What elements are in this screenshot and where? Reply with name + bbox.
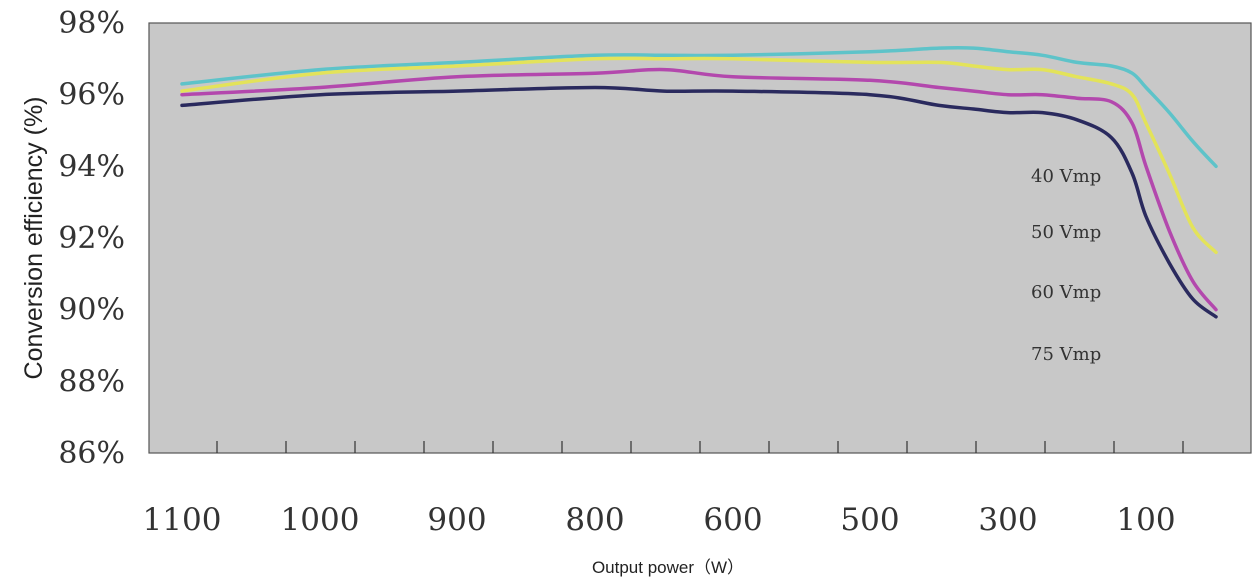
- y-tick-label: 96%: [58, 78, 125, 113]
- y-axis-ticks: 86% 88% 90% 92% 94% 96% 98%: [58, 6, 125, 471]
- legend-item-50-vmp: 50 Vmp: [1031, 222, 1101, 243]
- legend: 40 Vmp 50 Vmp 60 Vmp 75 Vmp: [1031, 166, 1101, 365]
- series-line-75-vmp: [180, 85, 1218, 319]
- x-tick-label: 800: [565, 502, 624, 538]
- y-tick-label: 88%: [58, 364, 125, 399]
- y-tick-label: 94%: [58, 149, 125, 184]
- x-axis-label: Output power（W）: [592, 558, 744, 577]
- y-tick-label: 90%: [58, 293, 125, 328]
- x-tick-label: 900: [427, 502, 486, 538]
- series-line-50-vmp: [180, 56, 1218, 255]
- legend-item-75-vmp: 75 Vmp: [1031, 344, 1101, 365]
- y-tick-label: 98%: [58, 6, 125, 41]
- y-tick-label: 86%: [58, 436, 125, 471]
- x-axis-ticks: 1100 1000 900 800 600 500 300 100: [143, 441, 1184, 538]
- x-tick-label: 100: [1116, 502, 1175, 538]
- legend-item-40-vmp: 40 Vmp: [1031, 166, 1101, 187]
- y-axis-label: Conversion efficiency (%): [20, 97, 48, 380]
- series-lines: [180, 45, 1218, 319]
- series-line-40-vmp: [180, 45, 1218, 169]
- y-tick-label: 92%: [58, 221, 125, 256]
- x-tick-label: 500: [840, 502, 899, 538]
- series-line-60-vmp: [180, 67, 1218, 312]
- legend-item-60-vmp: 60 Vmp: [1031, 282, 1101, 303]
- x-tick-label: 1000: [281, 502, 360, 538]
- x-tick-label: 1100: [143, 502, 222, 538]
- x-tick-label: 600: [703, 502, 762, 538]
- x-tick-label: 300: [978, 502, 1037, 538]
